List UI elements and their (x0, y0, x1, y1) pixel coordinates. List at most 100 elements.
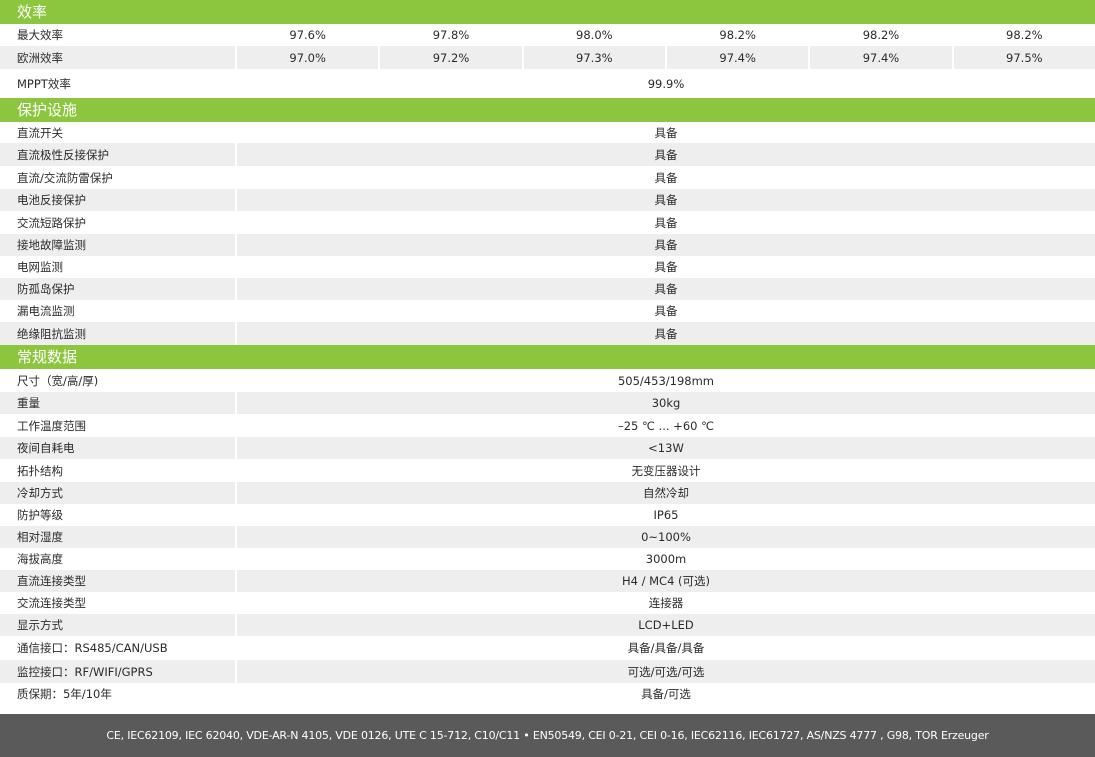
row-value: 可选/可选/可选 (235, 660, 1095, 683)
row-value: 具备 (235, 256, 1095, 278)
row-value: 98.0% (521, 24, 665, 46)
section-title: 常规数据 (0, 345, 1095, 369)
table-row: 直流开关 具备 (0, 122, 1095, 143)
row-label: 电池反接保护 (0, 189, 235, 211)
row-label: 监控接口：RF/WIFI/GPRS (0, 660, 235, 683)
row-value: LCD+LED (235, 614, 1095, 636)
row-label: 工作温度范围 (17, 418, 86, 433)
row-value: 具备 (235, 234, 1095, 256)
row-label: 直流极性反接保护 (0, 143, 235, 166)
row-label: 漏电流监测 (17, 304, 75, 318)
row-value: 98.2% (664, 24, 808, 46)
row-value: 自然冷却 (235, 482, 1095, 504)
row-value: 98.2% (951, 24, 1095, 46)
table-row: 交流连接类型 连接器 (0, 592, 1095, 614)
row-label: 尺寸（宽/高/厚) (17, 373, 99, 388)
row-value: 具备/可选 (235, 683, 1095, 704)
row-label: 质保期：5年/10年 (17, 686, 112, 701)
table-row: 电池反接保护 具备 (0, 189, 1095, 211)
row-value: 具备 (235, 166, 1095, 189)
row-value: 97.2% (378, 46, 522, 69)
row-value: 99.9% (235, 69, 1095, 98)
table-row: 重量 30kg (0, 392, 1095, 414)
table-row: 拓扑结构 无变压器设计 (0, 459, 1095, 482)
row-value: 505/453/198mm (235, 369, 1095, 392)
row-value: 连接器 (235, 592, 1095, 614)
row-value: H4 / MC4 (可选) (235, 570, 1095, 592)
row-label: 接地故障监测 (0, 234, 235, 256)
section-efficiency: 效率 最大效率 97.6% 97.8% 98.0% 98.2% 98.2% 98… (0, 0, 1095, 98)
table-row: 接地故障监测 具备 (0, 234, 1095, 256)
row-value: 97.6% (235, 24, 378, 46)
row-label: 夜间自耗电 (0, 437, 235, 459)
row-value: 具备 (235, 189, 1095, 211)
row-label: 防护等级 (17, 508, 63, 522)
row-value: 具备/具备/具备 (235, 636, 1095, 660)
row-label: 显示方式 (0, 614, 235, 636)
row-label: 电网监测 (17, 260, 63, 274)
row-value: 97.8% (378, 24, 521, 46)
table-row: 绝缘阻抗监测 具备 (0, 322, 1095, 345)
row-label: MPPT效率 (17, 76, 71, 91)
row-label: 海拔高度 (17, 552, 63, 566)
table-row: 海拔高度 3000m (0, 548, 1095, 570)
row-value: 具备 (235, 278, 1095, 300)
row-label: 直流开关 (17, 125, 63, 140)
table-row: 电网监测 具备 (0, 256, 1095, 278)
table-row: 尺寸（宽/高/厚) 505/453/198mm (0, 369, 1095, 392)
table-row: 交流短路保护 具备 (0, 211, 1095, 234)
table-row: 工作温度范围 –25 ℃ ... +60 ℃ (0, 414, 1095, 437)
row-label: 直流连接类型 (0, 570, 235, 592)
table-row: 夜间自耗电 <13W (0, 437, 1095, 459)
table-row: 冷却方式 自然冷却 (0, 482, 1095, 504)
table-row: 直流极性反接保护 具备 (0, 143, 1095, 166)
table-row: 防孤岛保护 具备 (0, 278, 1095, 300)
row-label: 冷却方式 (0, 482, 235, 504)
section-title: 效率 (0, 0, 1095, 24)
table-row: 质保期：5年/10年 具备/可选 (0, 683, 1095, 704)
table-row: 直流/交流防雷保护 具备 (0, 166, 1095, 189)
row-value: –25 ℃ ... +60 ℃ (235, 414, 1095, 437)
row-value: 97.0% (235, 46, 379, 69)
row-value: 具备 (235, 211, 1095, 234)
table-row: MPPT效率 99.9% (0, 69, 1095, 98)
table-row: 最大效率 97.6% 97.8% 98.0% 98.2% 98.2% 98.2% (0, 24, 1095, 46)
table-row: 防护等级 IP65 (0, 504, 1095, 526)
row-label: 交流连接类型 (17, 596, 86, 610)
row-value: 98.2% (808, 24, 951, 46)
row-label: 重量 (0, 392, 235, 414)
row-value: 97.5% (951, 46, 1095, 69)
section-title: 保护设施 (0, 98, 1095, 122)
row-label: 最大效率 (17, 28, 63, 42)
row-label: 交流短路保护 (17, 215, 86, 230)
row-value: 30kg (235, 392, 1095, 414)
row-label: 防孤岛保护 (0, 278, 235, 300)
row-label: 欧洲效率 (0, 46, 235, 69)
row-value: 无变压器设计 (235, 459, 1095, 482)
table-row: 监控接口：RF/WIFI/GPRS 可选/可选/可选 (0, 660, 1095, 683)
row-value: 97.4% (664, 46, 809, 69)
row-value: 具备 (235, 143, 1095, 166)
row-value: 97.4% (808, 46, 952, 69)
table-row: 通信接口：RS485/CAN/USB 具备/具备/具备 (0, 636, 1095, 660)
table-row: 相对湿度 0~100% (0, 526, 1095, 548)
row-value: 具备 (235, 322, 1095, 345)
row-label: 相对湿度 (0, 526, 235, 548)
row-value: IP65 (235, 504, 1095, 526)
row-value: <13W (235, 437, 1095, 459)
row-label: 通信接口：RS485/CAN/USB (17, 641, 168, 655)
row-value: 具备 (235, 122, 1095, 143)
row-label: 拓扑结构 (17, 463, 63, 478)
row-label: 绝缘阻抗监测 (0, 322, 235, 345)
table-row: 直流连接类型 H4 / MC4 (可选) (0, 570, 1095, 592)
certifications-footer: CE, IEC62109, IEC 62040, VDE-AR-N 4105, … (0, 714, 1095, 757)
section-protection: 保护设施 直流开关 具备 直流极性反接保护 具备 直流/交流防雷保护 具备 电池反接保护 具备… (0, 98, 1095, 345)
table-row: 欧洲效率 97.0% 97.2% 97.3% 97.4% 97.4% 97.5% (0, 46, 1095, 69)
row-value: 97.3% (521, 46, 665, 69)
table-row: 漏电流监测 具备 (0, 300, 1095, 322)
table-row: 显示方式 LCD+LED (0, 614, 1095, 636)
section-general: 常规数据 尺寸（宽/高/厚) 505/453/198mm 重量 30kg 工作温度范围 –… (0, 345, 1095, 704)
row-value: 具备 (235, 300, 1095, 322)
row-value: 3000m (235, 548, 1095, 570)
row-value: 0~100% (235, 526, 1095, 548)
